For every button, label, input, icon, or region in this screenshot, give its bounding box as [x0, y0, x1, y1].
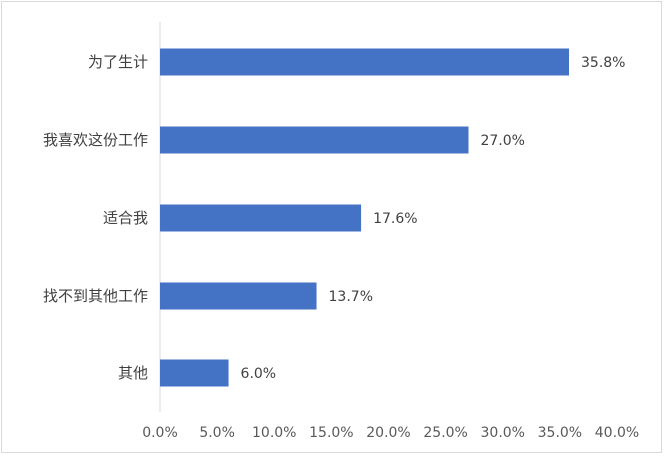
category-label: 为了生计 [88, 53, 148, 71]
x-tick-label: 40.0% [595, 425, 639, 441]
data-label: 35.8% [581, 55, 625, 71]
category-label: 其他 [118, 364, 148, 382]
x-tick-label: 0.0% [142, 425, 178, 441]
x-tick-label: 20.0% [366, 425, 410, 441]
category-label: 找不到其他工作 [43, 287, 148, 305]
bar-1 [160, 126, 469, 154]
x-tick-label: 35.0% [538, 425, 582, 441]
bar-2 [160, 204, 362, 232]
data-label: 13.7% [329, 289, 373, 305]
x-tick-label: 25.0% [423, 425, 467, 441]
bar-0 [160, 48, 570, 76]
bar-3 [160, 282, 317, 310]
x-tick-label: 15.0% [309, 425, 353, 441]
data-label: 17.6% [373, 211, 417, 227]
x-tick-label: 10.0% [252, 425, 296, 441]
bar-4 [160, 359, 229, 387]
x-tick-label: 5.0% [199, 425, 235, 441]
x-tick-label: 30.0% [481, 425, 525, 441]
data-label: 6.0% [241, 366, 277, 382]
data-label: 27.0% [480, 133, 524, 149]
category-label: 我喜欢这份工作 [43, 131, 148, 149]
category-label: 适合我 [103, 209, 148, 227]
